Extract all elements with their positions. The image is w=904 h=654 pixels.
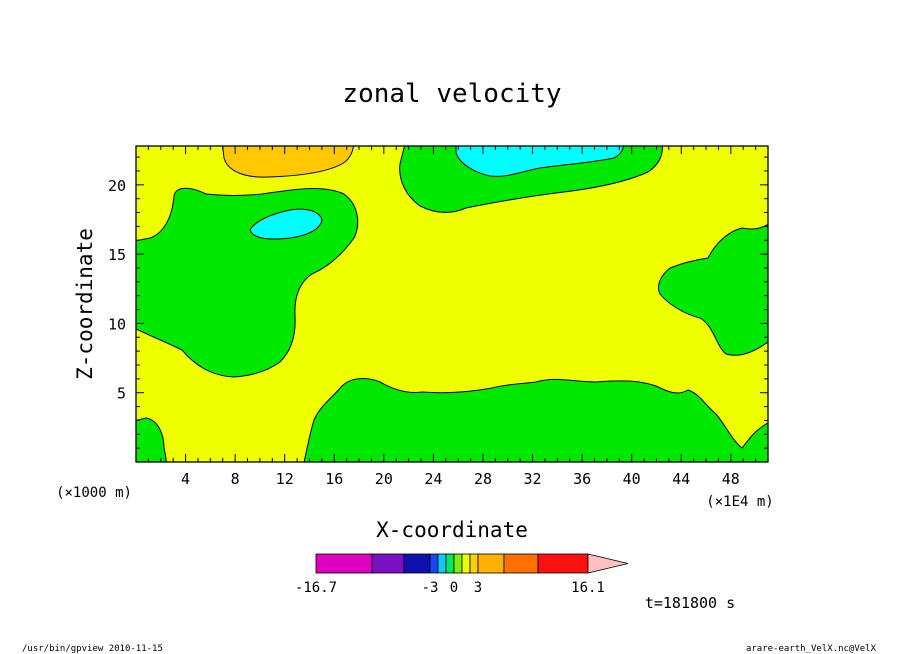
x-tick-label: 48 xyxy=(722,470,740,488)
colorbar-segment xyxy=(403,553,431,574)
upper-left-warm-region xyxy=(222,146,355,178)
colorbar xyxy=(315,553,629,574)
colorbar-segment xyxy=(371,553,405,574)
x-tick-label: 16 xyxy=(325,470,343,488)
y-tick-label: 5 xyxy=(117,385,126,403)
green-bottom-left-region xyxy=(136,417,167,462)
colorbar-segment xyxy=(315,553,373,574)
colorbar-segment xyxy=(503,553,539,574)
x-tick-label: 44 xyxy=(672,470,690,488)
y-tick-label: 15 xyxy=(108,246,126,264)
x-tick-label: 8 xyxy=(231,470,240,488)
chart-title: zonal velocity xyxy=(342,79,561,109)
time-annotation: t=181800 s xyxy=(645,594,735,612)
colorbar-tick-labels: -16.7 -3 0 3 16.1 xyxy=(295,580,605,596)
colorbar-tick-label: -16.7 xyxy=(295,580,337,596)
footer-right-text: arare-earth_VelX.nc@VelX xyxy=(746,644,877,654)
colorbar-tick-label: -3 xyxy=(422,580,439,596)
green-bottom-region xyxy=(303,378,768,462)
y-tick-label: 10 xyxy=(108,315,126,333)
x-tick-label: 36 xyxy=(573,470,591,488)
colorbar-tick-label: 0 xyxy=(450,580,458,596)
footer-left-text: /usr/bin/gpview 2010-11-15 xyxy=(22,644,163,654)
plot-frame xyxy=(135,145,769,463)
cyan-top-center-region xyxy=(455,146,624,177)
colorbar-segment xyxy=(437,553,447,574)
x-unit-label: (×1E4 m) xyxy=(706,494,773,510)
colorbar-segment xyxy=(477,553,505,574)
x-tick-label: 20 xyxy=(375,470,393,488)
green-right-region xyxy=(657,223,768,356)
x-tick-label: 4 xyxy=(181,470,190,488)
x-ticks xyxy=(147,146,769,462)
x-tick-label: 40 xyxy=(623,470,641,488)
x-tick-label: 12 xyxy=(276,470,294,488)
colorbar-segment xyxy=(461,553,471,574)
colorbar-tick-label: 16.1 xyxy=(571,580,605,596)
colorbar-extend-arrow xyxy=(587,553,629,574)
cyan-left-region xyxy=(249,208,323,240)
x-tick-label: 32 xyxy=(524,470,542,488)
x-tick-label: 24 xyxy=(424,470,442,488)
plot-area xyxy=(135,145,769,463)
x-axis-label: X-coordinate xyxy=(376,518,528,542)
colorbar-segment xyxy=(429,553,439,574)
colorbar-segment xyxy=(453,553,463,574)
colorbar-segment xyxy=(469,553,479,574)
y-axis-label: Z-coordinate xyxy=(73,228,97,380)
colorbar-tick-label: 3 xyxy=(474,580,482,596)
x-tick-label: 28 xyxy=(474,470,492,488)
y-unit-label: (×1000 m) xyxy=(56,485,132,501)
colorbar-segment xyxy=(445,553,455,574)
colorbar-segment xyxy=(537,553,589,574)
y-tick-label: 20 xyxy=(108,177,126,195)
y-ticks xyxy=(136,156,768,449)
